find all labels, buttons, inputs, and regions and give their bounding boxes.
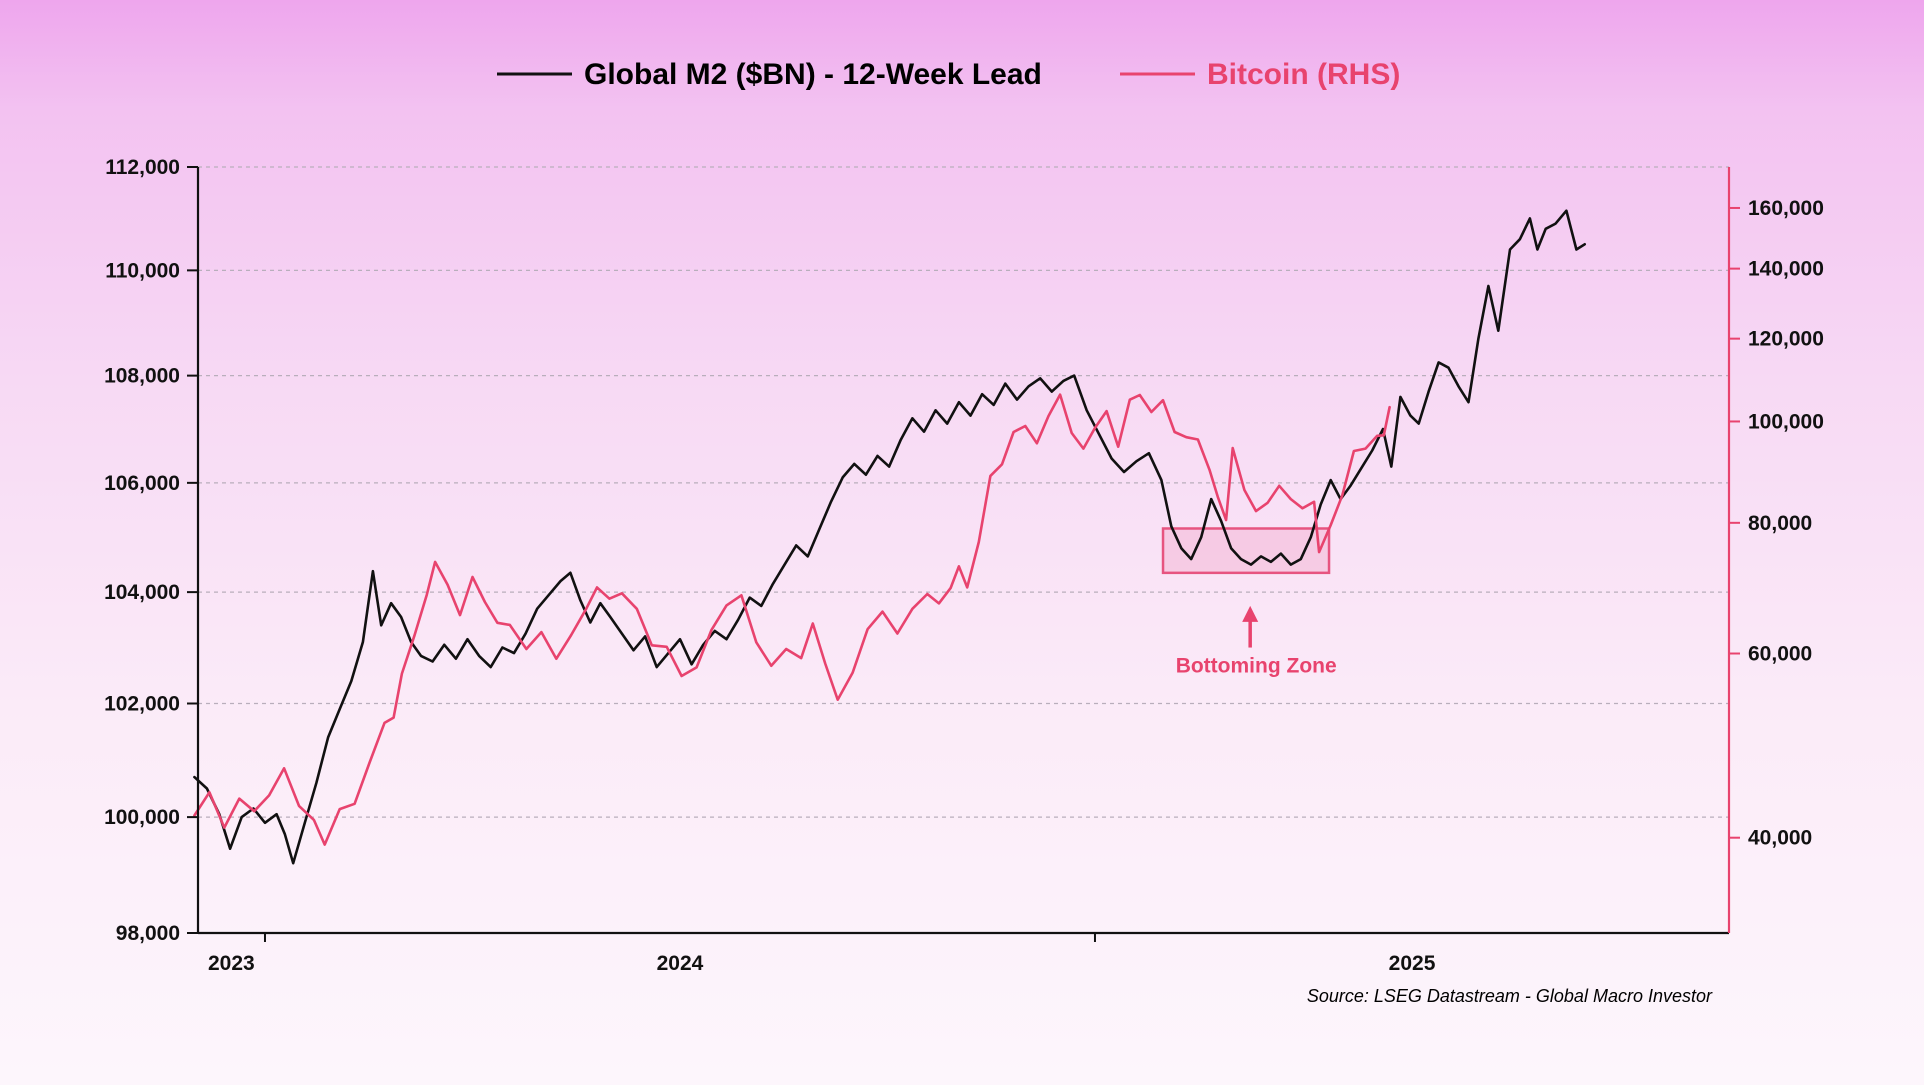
legend: Global M2 ($BN) - 12-Week Lead Bitcoin (… [497, 58, 1400, 91]
series-layer [193, 209, 1586, 865]
legend-m2-label: Global M2 ($BN) - 12-Week Lead [584, 58, 1042, 91]
right-axis-tick-label: 120,000 [1748, 328, 1824, 351]
axis-labels-layer: 98,000 100,000 102,000 104,000 106,000 108,00… [104, 156, 1824, 975]
left-axis-tick-label: 102,000 [104, 693, 180, 716]
left-axis-tick-label: 98,000 [116, 922, 180, 945]
legend-btc-label: Bitcoin (RHS) [1207, 58, 1400, 91]
left-axis-tick-label: 100,000 [104, 806, 180, 829]
gridlines [198, 166, 1729, 818]
source-credit: Source: LSEG Datastream - Global Macro I… [1307, 986, 1713, 1006]
right-axis-tick-label: 160,000 [1748, 197, 1824, 220]
bottoming-zone-layer [1161, 527, 1331, 648]
left-axis-tick-label: 104,000 [104, 581, 180, 604]
m2-series-line [193, 209, 1586, 865]
left-axis-tick-label: 108,000 [104, 365, 180, 388]
right-axis-tick-label: 60,000 [1748, 643, 1812, 666]
x-axis-year-label: 2023 [208, 952, 255, 975]
left-axis-tick-label: 110,000 [105, 259, 180, 282]
bottoming-zone-box [1161, 527, 1331, 575]
btc-series-line [193, 393, 1391, 846]
right-axis-tick-label: 100,000 [1748, 410, 1824, 433]
right-axis-tick-label: 140,000 [1748, 258, 1824, 281]
right-axis-tick-label: 40,000 [1748, 827, 1812, 850]
bottoming-zone-label: Bottoming Zone [1176, 655, 1337, 678]
axes-layer [187, 166, 1740, 942]
bottoming-zone-arrow-head [1242, 605, 1259, 622]
right-axis-tick-label: 80,000 [1748, 512, 1812, 535]
left-axis-tick-label: 106,000 [104, 472, 180, 495]
x-axis-year-label: 2025 [1389, 952, 1436, 975]
left-axis-tick-label: 112,000 [105, 156, 180, 179]
x-axis-year-label: 2024 [657, 952, 704, 975]
